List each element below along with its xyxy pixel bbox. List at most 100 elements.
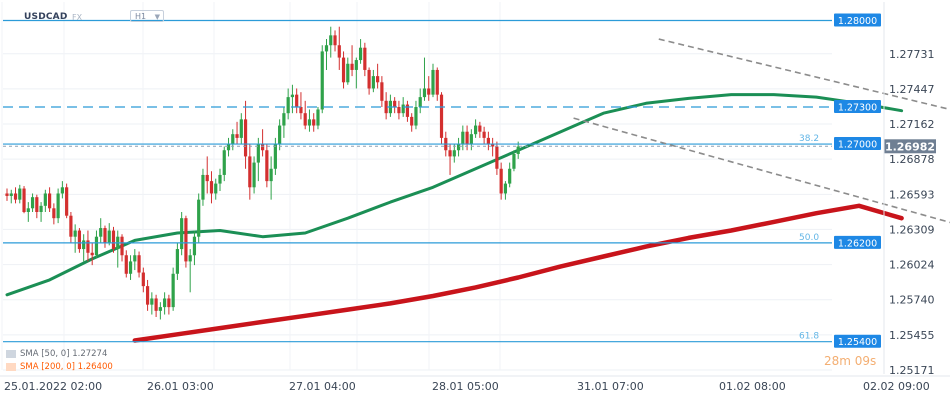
candle-body (273, 144, 277, 169)
candle-body (465, 131, 469, 145)
candle-body (286, 97, 290, 114)
candle-body (188, 255, 192, 262)
candle-body (380, 82, 384, 101)
candle-body (69, 215, 73, 237)
channel-line (573, 117, 950, 224)
candle-body (324, 45, 329, 52)
sma-50-path (5, 93, 904, 297)
candle-body (503, 183, 508, 194)
candle-body (124, 255, 128, 274)
candle-body (163, 298, 167, 308)
candle-body (171, 273, 175, 308)
current-price-label: 1.26982 (885, 140, 935, 153)
candle-body (239, 119, 243, 138)
candle-body (120, 236, 124, 256)
level-badge (834, 235, 881, 249)
candle-body (299, 107, 303, 114)
candle-body (231, 134, 235, 145)
candles (5, 26, 520, 320)
countdown-watermark: 28m 09s (824, 354, 876, 368)
sma-50-line (5, 93, 904, 297)
price-tick-label: 1.27731 (889, 48, 935, 61)
sma-200-path (132, 203, 904, 343)
candle-body (26, 208, 30, 213)
candle-body (341, 57, 346, 83)
candle-body (448, 150, 452, 157)
chevron-down-icon: ▼ (154, 13, 160, 21)
candle-body (478, 125, 482, 132)
candle-body (350, 63, 354, 70)
candle-body (354, 60, 358, 70)
candle-body (43, 193, 47, 206)
candle-body (18, 188, 22, 200)
level-badge (834, 100, 881, 114)
current-price-badge (884, 139, 936, 154)
candle-body (333, 35, 337, 46)
candle-body (201, 174, 205, 200)
time-axis: 25.01.2022 02:00 26.01 03:00 27.01 04:00 28… (0, 375, 950, 393)
horizontal-levels: 1.28000 1.27300 38.2 1.27000 50.0 1.26200 61.8… (3, 13, 936, 348)
timeframe-select[interactable]: H1 ▼ (130, 10, 164, 22)
legend-sma50[interactable]: SMA [50, 0] 1.27274 (6, 349, 107, 359)
candle-body (367, 69, 371, 89)
legend-sma200-label: SMA [200, 0] 1.26400 (20, 362, 113, 372)
candle-body (137, 255, 141, 273)
candle-body (427, 88, 431, 95)
candle-body (512, 153, 516, 169)
candle-body (422, 88, 427, 98)
candle-body (107, 230, 111, 243)
candle-body (282, 113, 286, 126)
candle-body (474, 125, 478, 135)
candle-body (312, 119, 316, 126)
candle-body (175, 249, 179, 274)
candle-body (128, 261, 133, 274)
candle-body (303, 113, 307, 126)
fib-label: 61.8 (799, 332, 819, 342)
candle-body (167, 298, 171, 308)
candle-body (418, 97, 422, 108)
time-tick-label: 31.01 07:00 (577, 380, 644, 393)
candle-body (508, 168, 512, 184)
candle-body (431, 69, 435, 95)
candle-body (99, 228, 103, 237)
price-tick-label: 1.25740 (889, 294, 935, 307)
candle-body (461, 131, 465, 145)
price-tick-label: 1.26593 (889, 188, 935, 201)
candle-body (48, 193, 52, 209)
candle-body (278, 125, 282, 145)
candle-body (9, 193, 13, 196)
candle-body (384, 100, 388, 114)
candle-body (495, 146, 499, 169)
candle-body (363, 47, 367, 70)
candle-body (320, 51, 324, 110)
candle-body (218, 174, 222, 184)
level-label: 1.27000 (838, 140, 877, 151)
candle-body (499, 168, 503, 194)
candle-body (103, 228, 107, 243)
candle-body (192, 236, 197, 256)
candle-body (235, 134, 239, 138)
time-tick-label: 26.01 03:00 (147, 380, 214, 393)
price-tick-label: 1.26878 (889, 153, 935, 166)
candle-body (243, 119, 248, 157)
candle-body (205, 174, 209, 182)
channel-line (658, 38, 950, 111)
candle-body (261, 144, 265, 151)
candle-body (52, 208, 56, 219)
candle-body (469, 134, 473, 145)
indicator-swatch-icon (6, 363, 16, 371)
candle-body (397, 107, 401, 114)
candle-body (346, 63, 350, 83)
sma-200-line (132, 203, 904, 343)
candle-body (111, 230, 116, 250)
level-badge (834, 334, 881, 348)
candle-body (256, 144, 260, 163)
candle-body (214, 183, 218, 194)
candle-body (180, 218, 184, 250)
candle-body (316, 109, 320, 126)
price-tick-label: 1.26024 (889, 259, 935, 272)
legend-sma200[interactable]: SMA [200, 0] 1.26400 (6, 362, 113, 372)
candle-body (13, 193, 18, 200)
candle-body (56, 193, 60, 219)
